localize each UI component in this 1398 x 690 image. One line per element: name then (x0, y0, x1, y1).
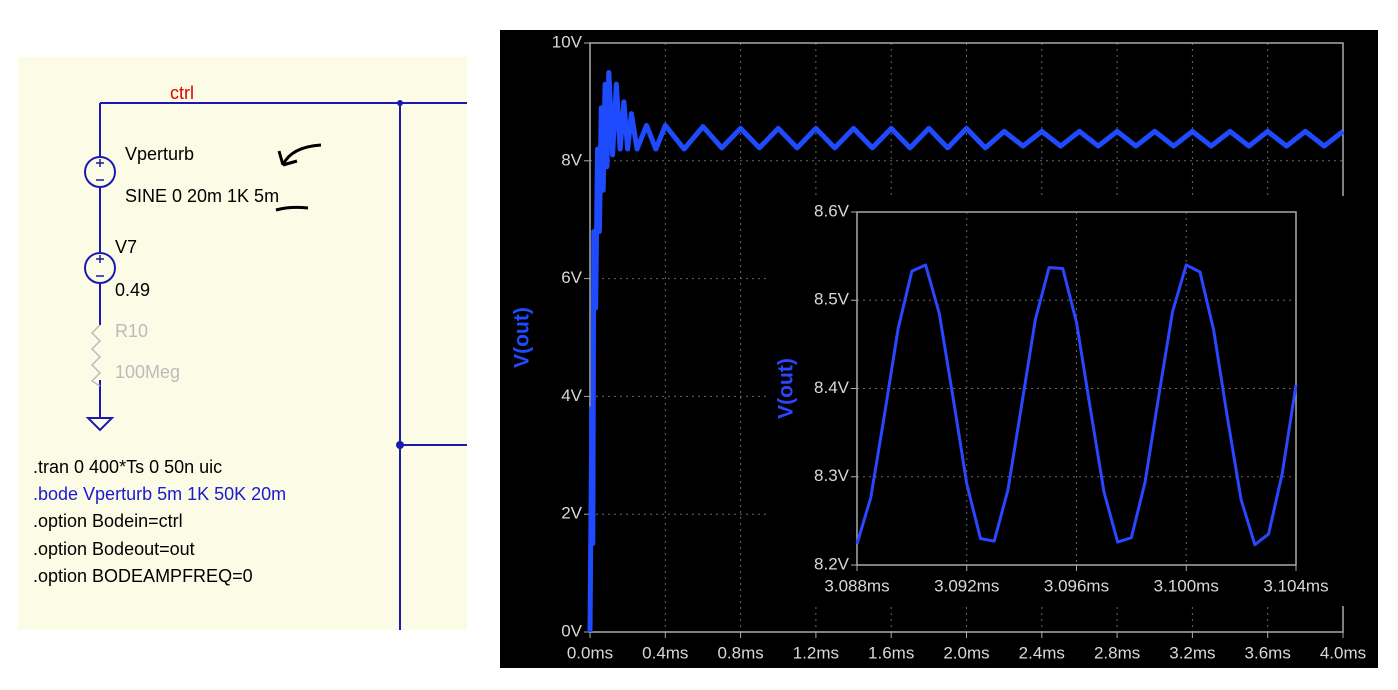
ground (85, 417, 115, 432)
y-tick-label: 4V (561, 386, 582, 405)
wires (99, 100, 467, 630)
x-tick-label: 4.0ms (1320, 643, 1366, 662)
source-value: 0.49 (115, 280, 150, 300)
x-tick-label: 3.6ms (1245, 643, 1291, 662)
source-name: V7 (115, 237, 137, 257)
net-label: ctrl (170, 83, 194, 103)
y-axis-label: V(out) (775, 358, 798, 419)
x-tick-label: 2.8ms (1094, 643, 1140, 662)
y-tick-label: 8.4V (814, 378, 850, 397)
y-tick-label: 6V (561, 268, 582, 287)
y-tick-label: 2V (561, 504, 582, 523)
x-tick-label: 3.104ms (1263, 576, 1328, 595)
x-tick-label: 3.2ms (1169, 643, 1215, 662)
x-tick-label: 3.088ms (824, 576, 889, 595)
y-tick-label: 8.2V (814, 554, 850, 573)
inset-background (768, 196, 1345, 606)
y-tick-label: 8.5V (814, 290, 850, 309)
y-tick-label: 8V (561, 150, 582, 169)
schematic-background (18, 57, 467, 630)
x-tick-label: 0.0ms (567, 643, 613, 662)
x-tick-label: 3.092ms (934, 576, 999, 595)
x-tick-label: 3.100ms (1154, 576, 1219, 595)
handwritten-mark (275, 143, 322, 212)
directive: .option Bodein=ctrl (33, 511, 183, 531)
directive: .bode Vperturb 5m 1K 50K 20m (33, 484, 286, 504)
y-tick-label: 10V (552, 32, 583, 51)
x-tick-label: 0.8ms (717, 643, 763, 662)
x-tick-label: 2.4ms (1019, 643, 1065, 662)
resistor (90, 324, 102, 387)
voltage-sources (84, 156, 116, 284)
x-tick-label: 1.6ms (868, 643, 914, 662)
y-axis-label: V(out) (511, 307, 534, 368)
resistor-name: R10 (115, 321, 148, 341)
y-tick-label: 0V (561, 621, 582, 640)
trace (855, 263, 1298, 547)
waveform-viewer: 0V 2V 4V 6V 8V 10V 0.0ms 0.4ms 0.8ms 1.2ms 1.6ms 2.… (500, 30, 1378, 668)
directive: .option BODEAMPFREQ=0 (33, 566, 253, 586)
resistor-value: 100Meg (115, 362, 180, 382)
y-tick-label: 8.3V (814, 466, 850, 485)
source-value: SINE 0 20m 1K 5m (125, 186, 279, 206)
directive: .tran 0 400*Ts 0 50n uic (33, 457, 222, 477)
directive: .option Bodeout=out (33, 539, 195, 559)
x-tick-label: 0.4ms (642, 643, 688, 662)
trace (587, 69, 1345, 633)
y-tick-label: 8.6V (814, 201, 850, 220)
x-tick-label: 3.096ms (1044, 576, 1109, 595)
schematic: ctrl Vperturb SINE 0 20m 1K 5m V7 0.49 R… (18, 57, 467, 630)
x-tick-label: 2.0ms (943, 643, 989, 662)
source-name: Vperturb (125, 144, 194, 164)
x-tick-label: 1.2ms (793, 643, 839, 662)
